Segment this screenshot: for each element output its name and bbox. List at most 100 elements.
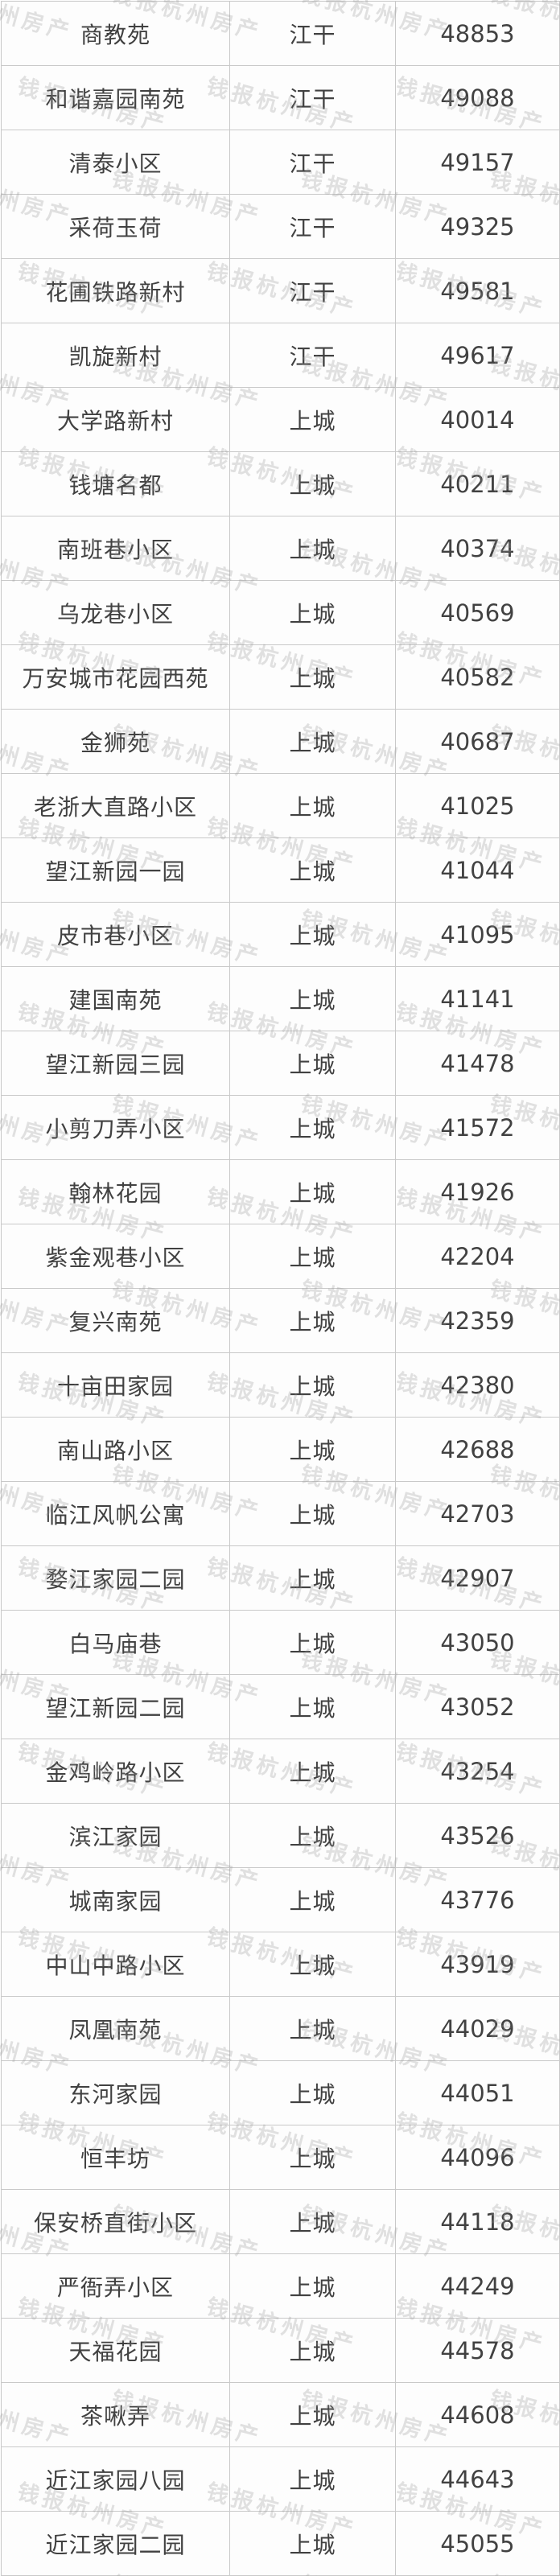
- community-name-cell: 清泰小区: [1, 130, 230, 195]
- price-cell: 44096: [395, 2125, 560, 2190]
- district-cell: 上城: [229, 1803, 396, 1868]
- community-name-cell: 南班巷小区: [1, 516, 230, 581]
- table-row: 复兴南苑 上城 42359: [1, 1288, 560, 1353]
- table-row: 紫金观巷小区 上城 42204: [1, 1224, 560, 1289]
- table-row: 商教苑 江干 48853: [1, 1, 560, 66]
- table-row: 钱塘名都 上城 40211: [1, 451, 560, 516]
- district-cell: 江干: [229, 1, 396, 66]
- district-cell: 上城: [229, 1031, 396, 1096]
- district-cell: 上城: [229, 387, 396, 452]
- district-cell: 上城: [229, 2382, 396, 2447]
- table-row: 婺江家园二园 上城 42907: [1, 1545, 560, 1611]
- table-row: 南班巷小区 上城 40374: [1, 516, 560, 581]
- community-name-cell: 采荷玉荷: [1, 194, 230, 259]
- district-cell: 上城: [229, 1352, 396, 1418]
- community-name-cell: 望江新园一园: [1, 837, 230, 903]
- community-name-cell: 商教苑: [1, 1, 230, 66]
- price-cell: 41141: [395, 966, 560, 1031]
- district-cell: 上城: [229, 709, 396, 774]
- district-cell: 江干: [229, 258, 396, 323]
- district-cell: 江干: [229, 323, 396, 388]
- price-cell: 48853: [395, 1, 560, 66]
- district-cell: 上城: [229, 1867, 396, 1932]
- district-cell: 上城: [229, 1739, 396, 1804]
- table-row: 十亩田家园 上城 42380: [1, 1352, 560, 1418]
- table-row: 望江新园三园 上城 41478: [1, 1031, 560, 1096]
- community-name-cell: 恒丰坊: [1, 2125, 230, 2190]
- community-name-cell: 钱塘名都: [1, 451, 230, 516]
- price-cell: 43776: [395, 1867, 560, 1932]
- community-name-cell: 近江家园二园: [1, 2511, 230, 2576]
- price-cell: 41025: [395, 773, 560, 838]
- community-name-cell: 保安桥直街小区: [1, 2189, 230, 2254]
- table-row: 中山中路小区 上城 43919: [1, 1932, 560, 1997]
- table-row: 恒丰坊 上城 44096: [1, 2125, 560, 2190]
- price-cell: 44608: [395, 2382, 560, 2447]
- district-cell: 上城: [229, 2060, 396, 2125]
- district-cell: 上城: [229, 1288, 396, 1353]
- district-cell: 上城: [229, 1095, 396, 1160]
- price-cell: 49157: [395, 130, 560, 195]
- price-cell: 40687: [395, 709, 560, 774]
- table-row: 和谐嘉园南苑 江干 49088: [1, 65, 560, 130]
- community-name-cell: 翰林花园: [1, 1159, 230, 1224]
- district-cell: 江干: [229, 130, 396, 195]
- table-row: 临江风帆公寓 上城 42703: [1, 1481, 560, 1546]
- district-cell: 上城: [229, 580, 396, 645]
- price-cell: 43052: [395, 1674, 560, 1739]
- community-name-cell: 凯旋新村: [1, 323, 230, 388]
- table-row: 滨江家园 上城 43526: [1, 1803, 560, 1868]
- community-name-cell: 望江新园三园: [1, 1031, 230, 1096]
- district-cell: 上城: [229, 1224, 396, 1289]
- price-cell: 42907: [395, 1545, 560, 1611]
- community-name-cell: 严衙弄小区: [1, 2253, 230, 2319]
- price-cell: 41044: [395, 837, 560, 903]
- community-name-cell: 凤凰南苑: [1, 1996, 230, 2061]
- district-cell: 上城: [229, 1996, 396, 2061]
- community-name-cell: 近江家园八园: [1, 2446, 230, 2512]
- table-row: 老浙大直路小区 上城 41025: [1, 773, 560, 838]
- table-row: 凯旋新村 江干 49617: [1, 323, 560, 388]
- table-row: 小剪刀弄小区 上城 41572: [1, 1095, 560, 1160]
- price-cell: 44029: [395, 1996, 560, 2061]
- district-cell: 上城: [229, 2253, 396, 2319]
- price-cell: 40582: [395, 644, 560, 710]
- district-cell: 江干: [229, 65, 396, 130]
- price-cell: 40211: [395, 451, 560, 516]
- table-row: 望江新园一园 上城 41044: [1, 837, 560, 903]
- table-row: 城南家园 上城 43776: [1, 1867, 560, 1932]
- price-cell: 42359: [395, 1288, 560, 1353]
- community-name-cell: 复兴南苑: [1, 1288, 230, 1353]
- price-cell: 42703: [395, 1481, 560, 1546]
- district-cell: 上城: [229, 1481, 396, 1546]
- community-name-cell: 临江风帆公寓: [1, 1481, 230, 1546]
- community-name-cell: 大学路新村: [1, 387, 230, 452]
- table-row: 东河家园 上城 44051: [1, 2060, 560, 2125]
- price-cell: 44118: [395, 2189, 560, 2254]
- community-name-cell: 金鸡岭路小区: [1, 1739, 230, 1804]
- table-row: 保安桥直街小区 上城 44118: [1, 2189, 560, 2254]
- table-row: 望江新园二园 上城 43052: [1, 1674, 560, 1739]
- community-name-cell: 婺江家园二园: [1, 1545, 230, 1611]
- price-cell: 41572: [395, 1095, 560, 1160]
- price-cell: 41926: [395, 1159, 560, 1224]
- district-cell: 上城: [229, 516, 396, 581]
- community-name-cell: 南山路小区: [1, 1417, 230, 1482]
- price-cell: 40569: [395, 580, 560, 645]
- community-name-cell: 和谐嘉园南苑: [1, 65, 230, 130]
- price-cell: 40374: [395, 516, 560, 581]
- community-name-cell: 天福花园: [1, 2318, 230, 2383]
- community-name-cell: 紫金观巷小区: [1, 1224, 230, 1289]
- price-cell: 42380: [395, 1352, 560, 1418]
- community-name-cell: 城南家园: [1, 1867, 230, 1932]
- price-cell: 43919: [395, 1932, 560, 1997]
- price-cell: 49088: [395, 65, 560, 130]
- price-cell: 44051: [395, 2060, 560, 2125]
- community-name-cell: 乌龙巷小区: [1, 580, 230, 645]
- table-row: 南山路小区 上城 42688: [1, 1417, 560, 1482]
- price-cell: 42688: [395, 1417, 560, 1482]
- table-row: 清泰小区 江干 49157: [1, 130, 560, 195]
- table-row: 皮市巷小区 上城 41095: [1, 902, 560, 967]
